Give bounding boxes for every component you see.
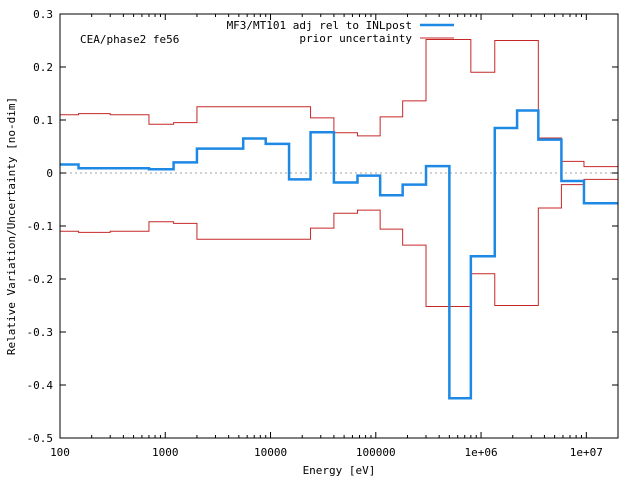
axes (59, 13, 619, 439)
y-tick-label: -0.1 (27, 220, 54, 233)
x-tick-label: 1e+06 (464, 446, 497, 459)
series-prior-uncertainty-lower (60, 178, 618, 308)
y-axis-label: Relative Variation/Uncertainty [no-dim] (5, 97, 18, 355)
y-tick-label: 0.2 (33, 61, 53, 74)
legend-label-adjustment: MF3/MT101 adj rel to INLpost (227, 19, 412, 32)
legend-label-prior-uncertainty: prior uncertainty (299, 32, 412, 45)
legend: MF3/MT101 adj rel to INLpost prior uncer… (227, 19, 454, 45)
y-tick-label: 0.3 (33, 8, 53, 21)
plot-frame (59, 13, 619, 439)
x-tick-label: 100 (50, 446, 70, 459)
y-tick-label: 0.1 (33, 114, 53, 127)
chart-annotation: CEA/phase2 fe56 (80, 33, 179, 46)
x-tick-label: 100000 (356, 446, 396, 459)
x-tick-label: 1e+07 (570, 446, 603, 459)
y-tick-label: -0.3 (27, 326, 54, 339)
y-tick-label: 0 (46, 167, 53, 180)
x-axis-label: Energy [eV] (303, 464, 376, 477)
y-tick-label: -0.2 (27, 273, 54, 286)
x-tick-label: 10000 (254, 446, 287, 459)
y-tick-label: -0.5 (27, 432, 54, 445)
series-adjustment (60, 109, 618, 400)
x-tick-label: 1000 (152, 446, 179, 459)
y-tick-label: -0.4 (27, 379, 54, 392)
series-prior-uncertainty-upper (60, 38, 618, 168)
series-layer (60, 38, 618, 400)
